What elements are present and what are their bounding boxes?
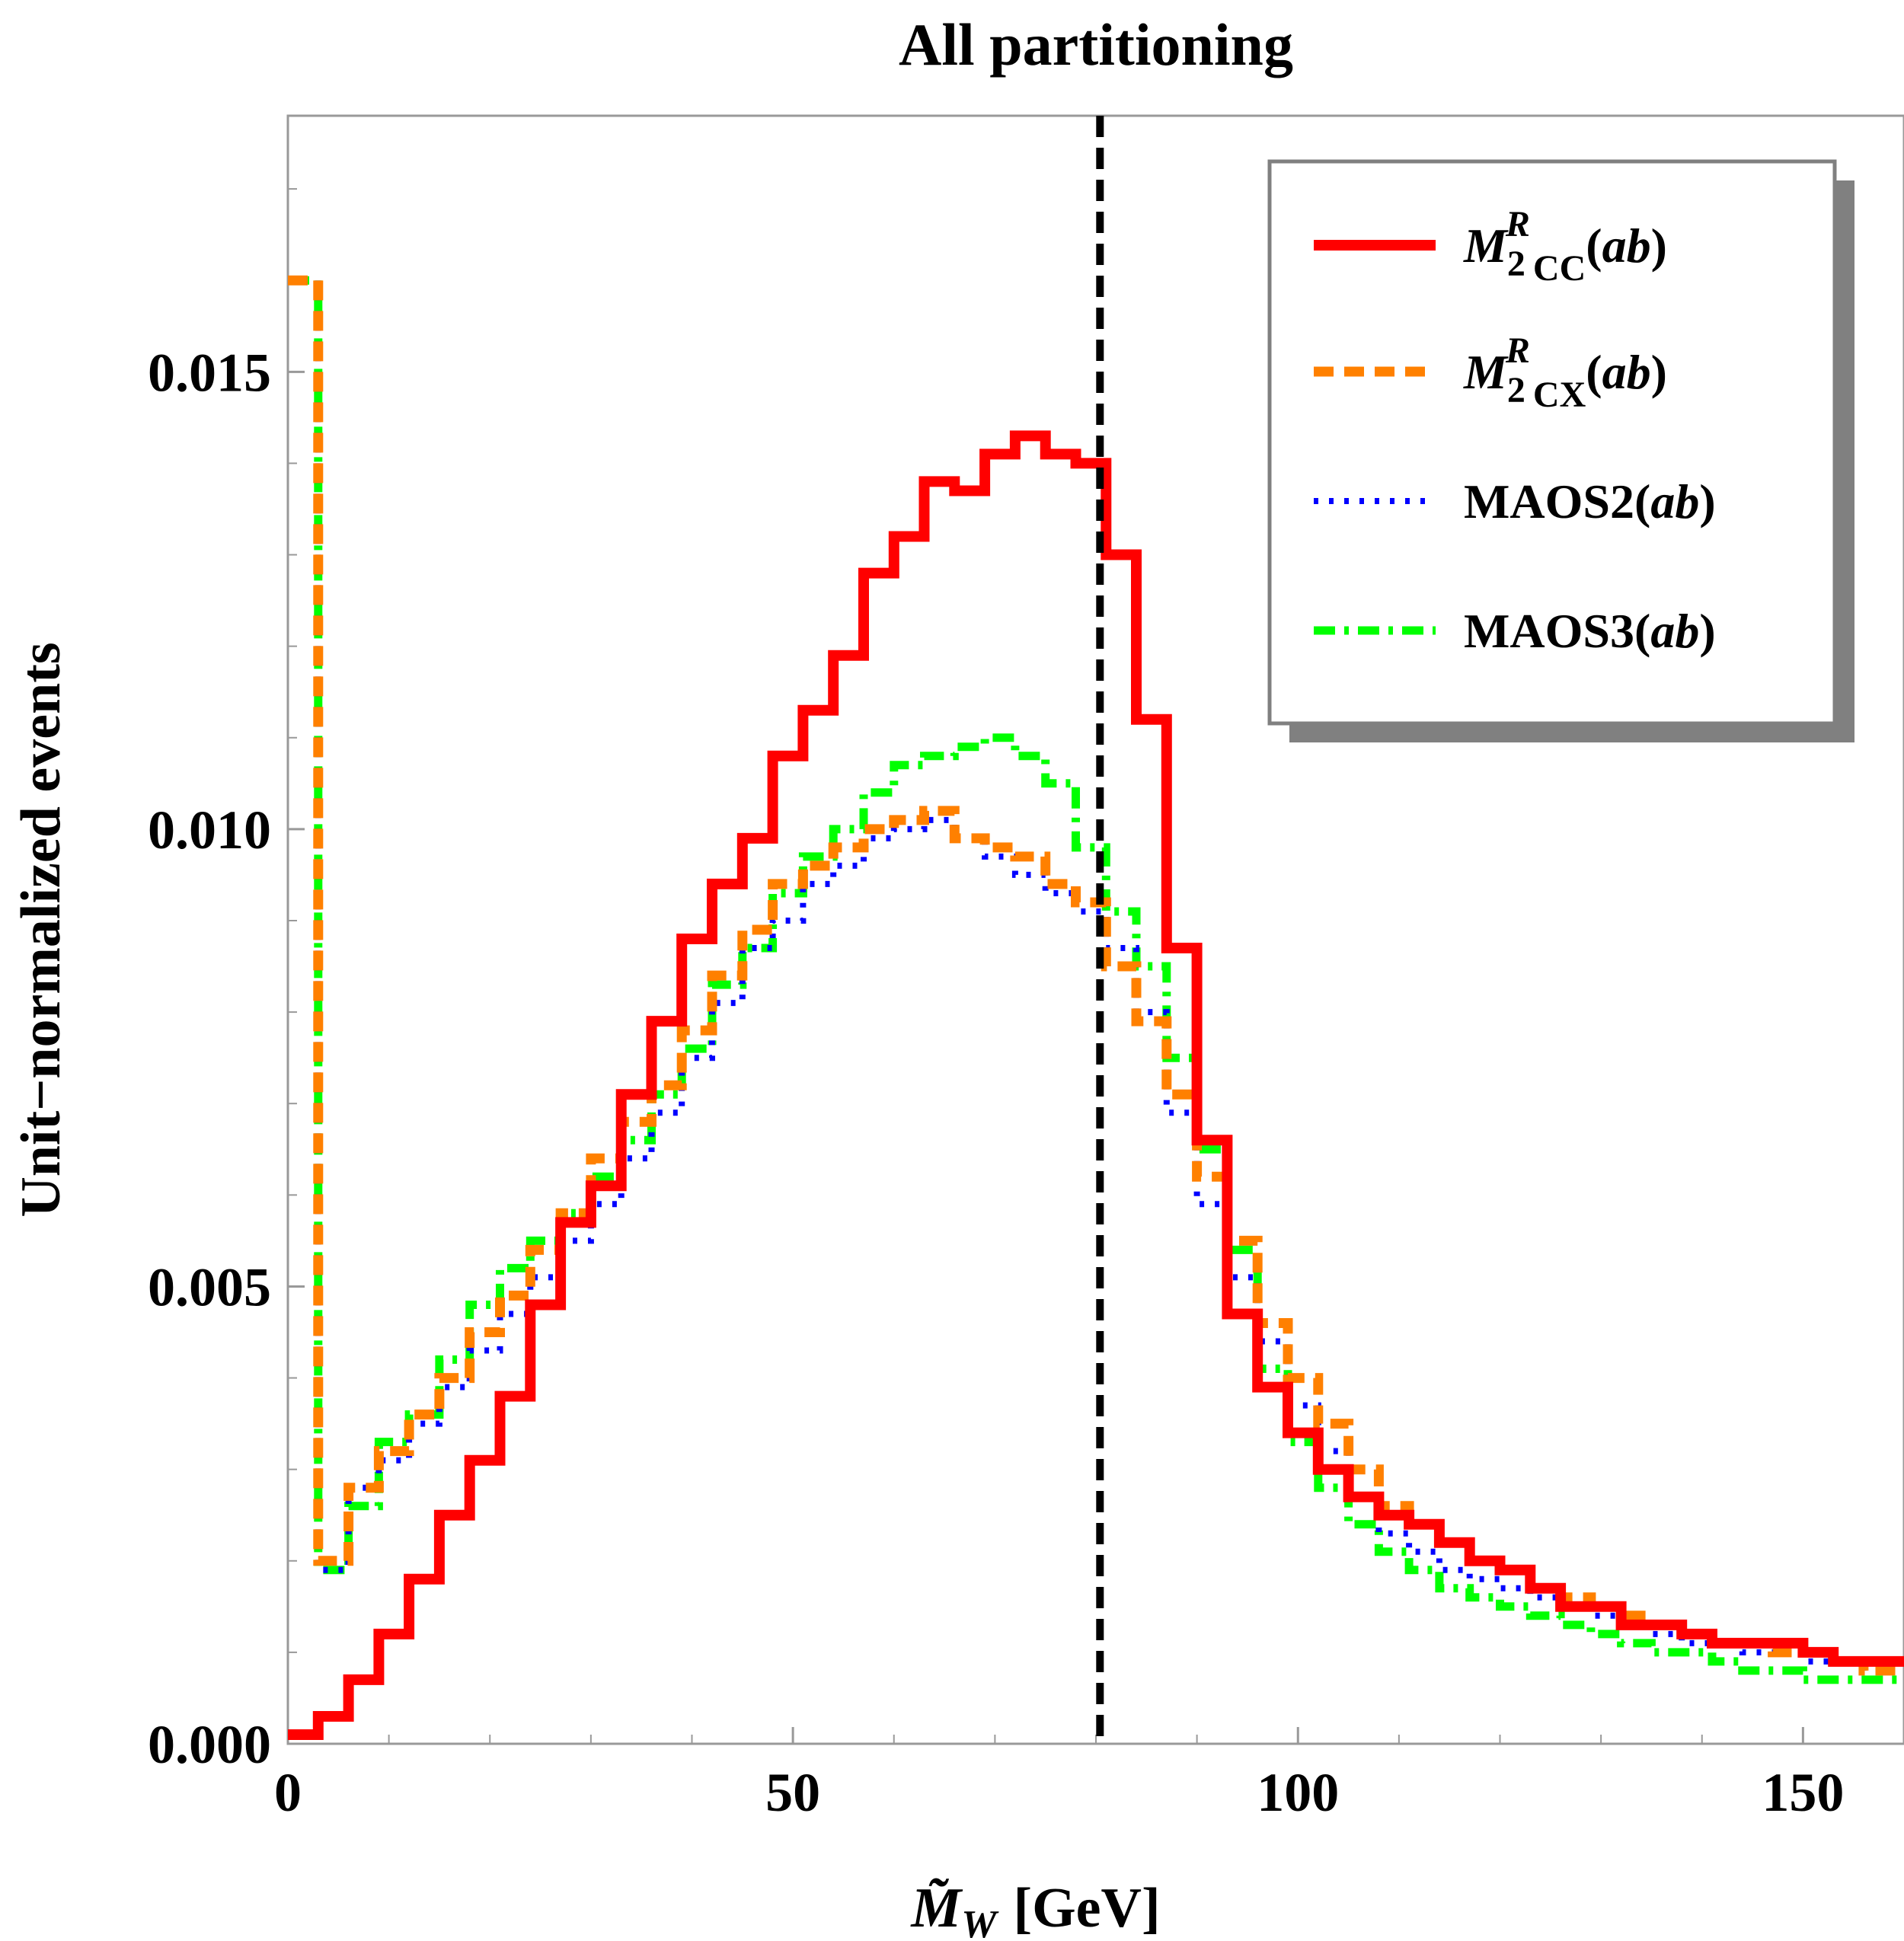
x-tick-label: 150	[1762, 1762, 1844, 1823]
legend-label-sub: 2	[1507, 370, 1525, 410]
svg-text:M̃W[GeV]: M̃W [GeV]	[910, 1877, 1160, 1941]
legend-label-sup: R	[1505, 330, 1530, 371]
legend-paren: (	[1634, 604, 1650, 658]
legend-label-main: MAOS3	[1464, 604, 1634, 658]
legend-arg-ab: ab	[1602, 219, 1651, 273]
x-axis-label-symbol: M̃	[910, 1877, 963, 1939]
legend-label-sup: R	[1505, 204, 1530, 244]
x-axis: 0 50 100 150	[274, 1727, 1844, 1823]
y-tick-label: 0.015	[148, 342, 271, 403]
legend: M2RCC(ab)M2RCX(ab)MAOS2(ab)MAOS3(ab)	[1267, 159, 1854, 742]
legend-paren: )	[1651, 219, 1667, 273]
legend-paren: )	[1699, 474, 1715, 528]
legend-arg-ab: ab	[1650, 604, 1699, 658]
legend-items: M2RCC(ab)M2RCX(ab)MAOS2(ab)MAOS3(ab)	[1314, 204, 1716, 658]
legend-label-arg: (ab)	[1586, 219, 1667, 273]
x-axis-label: M̃W [GeV]	[910, 1877, 1160, 1941]
legend-label-sub: 2	[1507, 244, 1525, 284]
series-line-m-cc	[288, 430, 1904, 1740]
legend-label: MAOS2(ab)	[1464, 474, 1716, 528]
legend-label-main: M	[1463, 219, 1509, 273]
legend-arg-ab: ab	[1602, 345, 1651, 399]
x-tick-label: 100	[1257, 1762, 1339, 1823]
y-axis: 0.000 0.005 0.010 0.015	[148, 188, 305, 1775]
series-layer	[288, 275, 1904, 1740]
y-tick-label: 0.000	[148, 1714, 271, 1775]
y-axis-label: Unit−normalized events	[10, 642, 72, 1217]
legend-label-subtag: CC	[1533, 248, 1586, 289]
legend-arg-ab: ab	[1650, 474, 1699, 528]
legend-label-main: MAOS2	[1464, 474, 1634, 528]
legend-label: M2RCX(ab)	[1463, 330, 1667, 415]
legend-paren: (	[1586, 219, 1602, 273]
legend-label-main: M	[1463, 345, 1509, 399]
x-axis-label-subscript: W	[961, 1903, 999, 1941]
legend-label-arg: (ab)	[1586, 345, 1667, 399]
chart-title: All partitioning	[899, 11, 1293, 78]
legend-paren: (	[1634, 474, 1650, 528]
y-tick-label: 0.005	[148, 1256, 271, 1317]
x-axis-label-unit: [GeV]	[1013, 1877, 1160, 1939]
legend-label: M2RCC(ab)	[1463, 204, 1667, 289]
legend-label-subtag: CX	[1533, 375, 1586, 415]
x-tick-label: 50	[765, 1762, 820, 1823]
legend-label: MAOS3(ab)	[1464, 604, 1716, 658]
legend-paren: )	[1651, 345, 1667, 399]
legend-paren: )	[1699, 604, 1715, 658]
y-tick-label: 0.010	[148, 800, 271, 860]
x-tick-label: 0	[274, 1762, 302, 1823]
legend-paren: (	[1586, 345, 1602, 399]
